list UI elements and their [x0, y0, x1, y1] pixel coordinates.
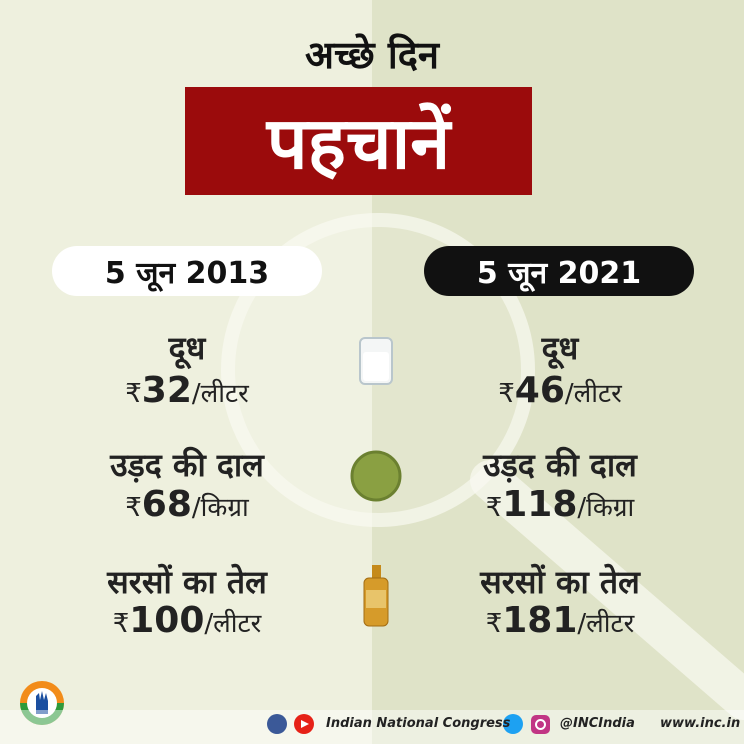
item-price: ₹181/लीटर: [400, 600, 720, 641]
unit: /किग्रा: [191, 493, 249, 523]
item-price: ₹100/लीटर: [27, 600, 347, 641]
social-icons: [267, 714, 314, 734]
item-name: दूध: [168, 329, 206, 367]
item-price: ₹118/किग्रा: [400, 484, 720, 525]
date-pill: 5 जून 2021: [424, 246, 694, 296]
amount: 32: [141, 370, 192, 411]
currency: ₹: [485, 493, 503, 523]
item-name: सरसों का तेल: [107, 563, 267, 601]
amount: 46: [514, 370, 565, 411]
dal-icon: [350, 450, 402, 502]
item-name: दूध: [541, 329, 579, 367]
website: www.inc.in: [660, 716, 741, 731]
amount: 181: [502, 600, 578, 641]
organization: Indian National Congress: [326, 716, 511, 731]
currency: ₹: [485, 609, 503, 639]
handle: @INCIndia: [560, 716, 635, 731]
currency: ₹: [112, 609, 130, 639]
date-pill: 5 जून 2013: [52, 246, 322, 296]
highlight-title: पहचानें: [185, 87, 532, 195]
amount: 118: [502, 484, 578, 525]
currency: ₹: [498, 379, 515, 409]
unit: /लीटर: [577, 609, 635, 639]
unit: /लीटर: [564, 379, 622, 409]
social-icons: [503, 714, 550, 734]
footer-bar: [0, 710, 744, 744]
item-price: ₹68/किग्रा: [27, 484, 347, 525]
item-price: ₹46/लीटर: [400, 370, 720, 411]
title: अच्छे दिन: [305, 33, 439, 77]
unit: /लीटर: [204, 609, 262, 639]
item-name: सरसों का तेल: [480, 563, 640, 601]
item-name: उड़द की दाल: [483, 446, 637, 484]
amount: 100: [129, 600, 205, 641]
amount: 68: [141, 484, 192, 525]
unit: /किग्रा: [577, 493, 635, 523]
currency: ₹: [125, 493, 142, 523]
item-price: ₹32/लीटर: [27, 370, 347, 411]
item-name: उड़द की दाल: [110, 446, 264, 484]
unit: /लीटर: [191, 379, 249, 409]
oil-icon: [372, 565, 381, 579]
currency: ₹: [125, 379, 142, 409]
